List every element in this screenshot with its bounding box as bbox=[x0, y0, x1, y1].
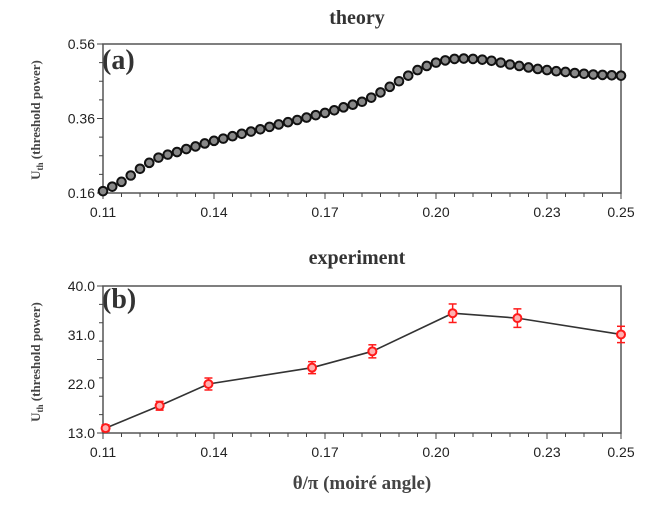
data-point bbox=[541, 64, 553, 76]
data-point bbox=[347, 99, 359, 111]
data-point bbox=[578, 68, 590, 80]
panel-theory: theory (a) Uth (threshold power) 0.11 0.1… bbox=[28, 7, 635, 220]
data-point bbox=[203, 379, 214, 389]
data-point bbox=[597, 69, 608, 81]
data-point bbox=[171, 146, 183, 158]
data-point bbox=[97, 185, 109, 197]
data-point bbox=[560, 66, 571, 78]
data-point bbox=[569, 67, 581, 79]
y-tick-label: 0.16 bbox=[68, 185, 95, 201]
x-tick-label: 0.14 bbox=[200, 204, 227, 220]
data-point bbox=[504, 59, 516, 70]
data-point bbox=[338, 102, 349, 113]
panel-b-label: (b) bbox=[102, 284, 136, 315]
y-tick-label: 0.56 bbox=[68, 36, 95, 52]
data-point bbox=[291, 114, 303, 126]
panel-experiment: experiment (b) Uth (threshold power) θ/π… bbox=[28, 247, 635, 494]
data-point bbox=[307, 362, 318, 373]
x-tick-label: 0.25 bbox=[607, 444, 634, 460]
data-point bbox=[393, 75, 405, 87]
data-point bbox=[236, 128, 248, 140]
data-point bbox=[421, 60, 433, 72]
data-point bbox=[100, 423, 111, 434]
data-point bbox=[227, 130, 238, 142]
data-point bbox=[125, 170, 137, 181]
data-point bbox=[512, 313, 523, 324]
data-point bbox=[301, 112, 312, 123]
data-point bbox=[402, 70, 414, 81]
x-tick-label: 0.25 bbox=[607, 204, 634, 220]
data-point bbox=[199, 138, 211, 149]
data-point bbox=[476, 54, 488, 65]
x-tick-label: 0.11 bbox=[90, 444, 116, 460]
data-point bbox=[449, 53, 460, 65]
x-axis-label: θ/π (moiré angle) bbox=[293, 473, 432, 494]
data-point bbox=[495, 57, 507, 68]
data-point bbox=[615, 70, 627, 81]
plot-frame bbox=[102, 285, 622, 434]
data-point bbox=[430, 57, 442, 68]
data-point bbox=[356, 96, 368, 108]
panel-a-title: theory bbox=[329, 7, 385, 29]
x-tick-label: 0.14 bbox=[200, 444, 227, 460]
data-point bbox=[606, 69, 618, 81]
data-point bbox=[264, 121, 275, 133]
data-point bbox=[447, 308, 458, 319]
data-point bbox=[458, 53, 470, 64]
y-tick-label: 31.0 bbox=[68, 327, 95, 343]
x-tick-label: 0.17 bbox=[311, 444, 338, 460]
y-tick-label: 0.36 bbox=[68, 111, 95, 127]
data-point bbox=[143, 157, 155, 169]
data-point bbox=[254, 124, 266, 135]
panel-b-title: experiment bbox=[309, 247, 406, 269]
data-point bbox=[375, 87, 386, 98]
data-point bbox=[486, 55, 497, 67]
data-point bbox=[217, 133, 229, 144]
y-tick-label: 40.0 bbox=[68, 278, 95, 294]
data-point bbox=[616, 329, 626, 340]
x-tick-label: 0.11 bbox=[90, 204, 116, 220]
series-line bbox=[105, 312, 622, 429]
data-point bbox=[282, 116, 294, 128]
panel-a-label: (a) bbox=[102, 45, 135, 76]
data-point bbox=[106, 181, 118, 192]
data-point bbox=[190, 141, 201, 152]
data-point bbox=[134, 163, 146, 175]
data-point bbox=[384, 81, 396, 93]
data-point bbox=[180, 143, 192, 155]
data-point bbox=[523, 62, 534, 73]
data-point bbox=[245, 126, 257, 137]
data-point bbox=[154, 400, 165, 411]
data-point bbox=[513, 60, 525, 72]
data-point bbox=[162, 149, 174, 160]
data-point bbox=[412, 64, 423, 76]
data-point bbox=[365, 92, 377, 103]
data-point bbox=[328, 105, 340, 116]
data-point bbox=[116, 176, 127, 188]
data-point bbox=[208, 135, 220, 147]
data-point bbox=[532, 63, 544, 75]
x-tick-label: 0.20 bbox=[422, 444, 449, 460]
data-point bbox=[467, 53, 479, 65]
data-point bbox=[153, 152, 164, 163]
x-tick-label: 0.23 bbox=[533, 204, 560, 220]
data-point bbox=[273, 119, 285, 130]
data-point bbox=[367, 346, 378, 357]
panel-b-ylabel: Uth (threshold power) bbox=[28, 302, 45, 422]
x-tick-label: 0.17 bbox=[311, 204, 338, 220]
data-point bbox=[439, 55, 451, 66]
y-tick-label: 22.0 bbox=[68, 376, 95, 392]
data-point bbox=[587, 69, 599, 80]
x-tick-label: 0.20 bbox=[422, 204, 449, 220]
data-point bbox=[319, 107, 331, 119]
panel-a-ylabel: Uth (threshold power) bbox=[28, 60, 45, 180]
y-tick-label: 13.0 bbox=[68, 425, 95, 441]
data-point bbox=[310, 109, 322, 121]
data-point bbox=[550, 65, 562, 77]
x-tick-label: 0.23 bbox=[533, 444, 560, 460]
